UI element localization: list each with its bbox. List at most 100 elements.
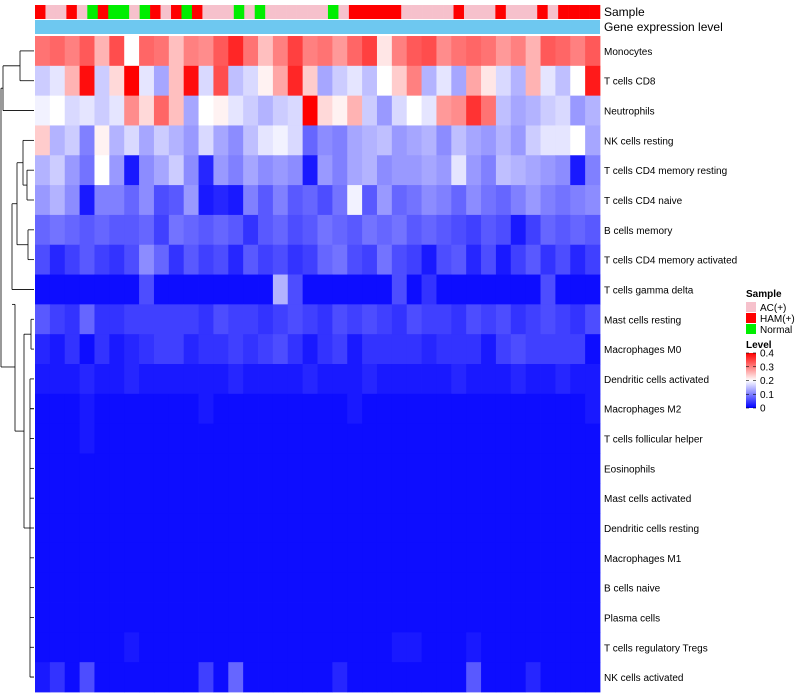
heatmap-cell [555, 244, 571, 275]
heatmap-cell [421, 632, 437, 663]
heatmap-cell [510, 65, 527, 97]
heatmap-cell [243, 214, 259, 246]
heatmap-cell [495, 274, 512, 305]
heatmap-cell [198, 572, 214, 603]
heatmap-cell [124, 274, 140, 305]
heatmap-cell [94, 125, 110, 156]
heatmap-cell [35, 244, 51, 275]
heatmap-cell [347, 125, 363, 156]
heatmap-cell [585, 214, 601, 246]
heatmap-cell [168, 513, 185, 544]
heatmap-cell [495, 185, 512, 216]
heatmap-cell [213, 274, 229, 305]
heatmap-cell [376, 334, 393, 365]
heatmap-cell [79, 423, 95, 454]
heatmap-cell [94, 423, 110, 454]
heatmap-cell [139, 214, 155, 246]
heatmap-cell [64, 483, 81, 514]
heatmap-cell [79, 334, 95, 365]
heatmap-cell [35, 65, 51, 97]
heatmap-cell [421, 662, 437, 693]
level-tick-label: 0 [760, 404, 766, 415]
heatmap-cell [94, 364, 110, 395]
heatmap-cell [183, 125, 199, 156]
heatmap-cell [198, 602, 214, 633]
heatmap-cell [272, 36, 289, 67]
row-label: NK cells activated [604, 673, 683, 684]
heatmap-cell [139, 364, 155, 395]
heatmap-cell [332, 125, 348, 156]
heatmap-cell [406, 542, 422, 574]
heatmap-cell [139, 632, 155, 663]
heatmap-cell [570, 393, 586, 425]
heatmap-cell [436, 244, 452, 275]
heatmap-cell [49, 304, 66, 335]
heatmap-cell [124, 304, 140, 335]
heatmap-cell [406, 304, 422, 335]
level-legend: Level 0.4 0.3 0.2 0.1 0 [746, 340, 774, 415]
row-label: T cells follicular helper [604, 435, 703, 446]
heatmap-cell [168, 155, 185, 186]
heatmap-cell [347, 602, 363, 633]
heatmap-cell [391, 662, 408, 693]
sample-annotation-cell [432, 5, 444, 19]
heatmap-cell [139, 65, 155, 97]
heatmap-cell [168, 65, 185, 97]
heatmap-cell [466, 602, 482, 633]
heatmap-cell [94, 572, 110, 603]
heatmap-cell [362, 423, 378, 454]
heatmap-cell [109, 274, 125, 305]
heatmap-cell [198, 274, 214, 305]
heatmap-cell [510, 632, 527, 663]
heatmap-cell [183, 155, 199, 186]
sample-annotation-cell [338, 5, 350, 19]
heatmap-cell [79, 304, 95, 335]
heatmap-cell [362, 453, 378, 484]
heatmap-cell [272, 214, 289, 246]
heatmap-cell [258, 602, 274, 633]
sample-annotation-cell [495, 5, 507, 19]
heatmap-cell [332, 423, 348, 454]
sample-annotation-cell [558, 5, 569, 19]
heatmap-cell [481, 423, 497, 454]
heatmap-cell [124, 36, 140, 67]
heatmap-cell [391, 214, 408, 246]
heatmap-cell [406, 513, 422, 544]
heatmap-cell [35, 542, 51, 574]
heatmap-cell [213, 95, 229, 126]
heatmap-cell [213, 542, 229, 574]
heatmap-cell [585, 304, 601, 335]
sample-annotation-cell [505, 5, 517, 19]
heatmap-cell [376, 393, 393, 425]
heatmap-cell [64, 572, 81, 603]
heatmap-cell [64, 393, 81, 425]
heatmap-cell [585, 483, 601, 514]
heatmap-cell [466, 334, 482, 365]
heatmap-cell [228, 483, 244, 514]
heatmap-cell [332, 36, 348, 67]
heatmap-cell [495, 155, 512, 186]
heatmap-cell [466, 95, 482, 126]
heatmap-cell [302, 602, 318, 633]
heatmap-cell [183, 36, 199, 67]
heatmap-cell [481, 244, 497, 275]
row-label: Macrophages M1 [604, 554, 682, 565]
sample-annotation-cell [296, 5, 308, 19]
heatmap-cell [287, 423, 304, 454]
heatmap-cell [213, 185, 229, 216]
heatmap-cell [302, 155, 318, 186]
heatmap-cell [436, 662, 452, 693]
heatmap-cell [258, 155, 274, 186]
heatmap-cell [153, 274, 170, 305]
heatmap-cell [35, 513, 51, 544]
heatmap-cell [109, 304, 125, 335]
heatmap-cell [64, 155, 81, 186]
heatmap-cell [317, 155, 333, 186]
heatmap-cell [570, 304, 586, 335]
heatmap-cell [391, 364, 408, 395]
heatmap-cell [168, 214, 185, 246]
heatmap-cell [421, 36, 437, 67]
heatmap-cell [585, 602, 601, 633]
heatmap-cell [362, 214, 378, 246]
heatmap-cell [436, 364, 452, 395]
